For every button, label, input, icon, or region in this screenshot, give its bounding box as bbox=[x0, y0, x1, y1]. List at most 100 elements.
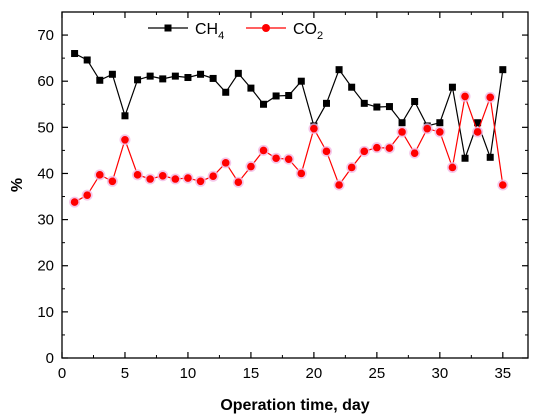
data-point-co2 bbox=[322, 147, 331, 156]
data-point-ch4 bbox=[335, 66, 343, 74]
data-point-co2 bbox=[184, 174, 192, 182]
data-point-ch4 bbox=[499, 66, 507, 74]
data-point-ch4 bbox=[184, 74, 192, 82]
data-point-co2 bbox=[196, 177, 205, 186]
data-point-co2 bbox=[259, 146, 268, 155]
data-point-ch4 bbox=[398, 119, 406, 127]
y-tick-label: 0 bbox=[46, 350, 54, 367]
legend-label-subscript: 4 bbox=[218, 30, 224, 42]
data-point-ch4 bbox=[436, 119, 444, 127]
data-point-ch4 bbox=[108, 70, 116, 78]
legend-label: CO2 bbox=[293, 21, 323, 42]
data-point-co2 bbox=[335, 181, 343, 189]
legend-label: CH4 bbox=[195, 21, 224, 42]
x-tick-label: 30 bbox=[431, 365, 448, 382]
data-point-ch4 bbox=[272, 92, 280, 100]
data-point-ch4 bbox=[247, 84, 255, 92]
legend-label-subscript: 2 bbox=[317, 30, 323, 42]
data-point-ch4 bbox=[171, 72, 179, 80]
data-point-ch4 bbox=[234, 69, 242, 77]
data-point-co2 bbox=[146, 175, 154, 183]
data-point-ch4 bbox=[121, 112, 129, 120]
data-point-ch4 bbox=[71, 50, 79, 58]
data-point-ch4 bbox=[411, 97, 419, 105]
legend-marker bbox=[262, 24, 270, 32]
data-point-co2 bbox=[133, 171, 142, 179]
x-tick-label: 10 bbox=[180, 365, 197, 382]
x-tick-label: 5 bbox=[121, 365, 129, 382]
series-co2 bbox=[69, 90, 509, 208]
data-point-co2 bbox=[360, 147, 369, 156]
data-point-ch4 bbox=[146, 72, 154, 80]
y-tick-label: 10 bbox=[37, 304, 54, 321]
data-point-co2 bbox=[486, 93, 495, 102]
data-point-ch4 bbox=[373, 103, 381, 111]
data-point-ch4 bbox=[322, 99, 330, 107]
series-ch4 bbox=[71, 50, 507, 162]
legend-item-co2: CO2 bbox=[246, 21, 323, 42]
legend: CH4 CO2 bbox=[148, 21, 323, 42]
data-point-co2 bbox=[347, 163, 356, 172]
data-point-co2 bbox=[70, 198, 79, 206]
y-tick-label: 30 bbox=[37, 212, 54, 229]
series-line-co2 bbox=[74, 94, 504, 203]
data-point-co2 bbox=[209, 172, 217, 181]
data-point-ch4 bbox=[134, 76, 142, 84]
y-tick-label: 20 bbox=[37, 258, 54, 275]
data-point-co2 bbox=[108, 177, 117, 186]
data-point-ch4 bbox=[159, 75, 167, 83]
legend-marker bbox=[164, 24, 172, 32]
data-point-co2 bbox=[95, 171, 104, 179]
series-line-ch4 bbox=[74, 52, 504, 161]
data-point-co2 bbox=[121, 135, 129, 144]
data-point-co2 bbox=[221, 159, 230, 167]
data-point-co2 bbox=[247, 162, 255, 171]
plot-frame bbox=[61, 11, 529, 359]
data-point-co2 bbox=[272, 154, 280, 163]
data-point-ch4 bbox=[285, 92, 293, 100]
data-point-co2 bbox=[461, 92, 469, 101]
data-point-co2 bbox=[158, 171, 167, 180]
data-point-co2 bbox=[373, 143, 381, 152]
data-point-co2 bbox=[234, 178, 243, 187]
y-tick-label: 70 bbox=[37, 27, 54, 44]
data-point-ch4 bbox=[448, 83, 456, 91]
data-point-co2 bbox=[410, 149, 419, 157]
data-point-ch4 bbox=[360, 99, 368, 107]
y-tick-label: 50 bbox=[37, 119, 54, 136]
data-point-ch4 bbox=[474, 119, 482, 127]
data-point-co2 bbox=[398, 128, 406, 136]
x-tick-label: 15 bbox=[243, 365, 260, 382]
data-point-ch4 bbox=[96, 76, 104, 84]
legend-label-main: CO bbox=[293, 21, 317, 38]
data-point-ch4 bbox=[385, 103, 393, 111]
data-point-co2 bbox=[436, 128, 444, 136]
data-point-ch4 bbox=[260, 100, 268, 108]
data-point-co2 bbox=[284, 155, 293, 163]
x-axis-title: Operation time, day bbox=[220, 397, 369, 414]
data-point-co2 bbox=[448, 163, 457, 172]
legend-item-ch4: CH4 bbox=[148, 21, 224, 42]
x-tick-label: 25 bbox=[369, 365, 386, 382]
x-tick-label: 0 bbox=[58, 365, 66, 382]
data-point-co2 bbox=[423, 124, 432, 133]
data-point-co2 bbox=[473, 128, 482, 136]
y-axis-title: % bbox=[9, 178, 26, 192]
data-point-co2 bbox=[171, 175, 180, 183]
data-point-ch4 bbox=[197, 70, 205, 78]
data-point-ch4 bbox=[209, 74, 217, 82]
y-tick-label: 40 bbox=[37, 165, 54, 182]
data-point-co2 bbox=[297, 169, 306, 178]
data-point-co2 bbox=[385, 144, 394, 152]
data-point-ch4 bbox=[461, 154, 469, 162]
data-point-co2 bbox=[310, 124, 318, 133]
axes: 0 5 10 15 20 25 30 35 0 10 20 30 40 50 60 70 Operation t… bbox=[9, 11, 529, 414]
data-point-ch4 bbox=[222, 88, 230, 96]
y-tick-label: 60 bbox=[37, 73, 54, 90]
data-point-co2 bbox=[83, 191, 91, 199]
data-point-ch4 bbox=[297, 77, 305, 85]
legend-label-main: CH bbox=[195, 21, 218, 38]
data-point-ch4 bbox=[83, 56, 91, 64]
